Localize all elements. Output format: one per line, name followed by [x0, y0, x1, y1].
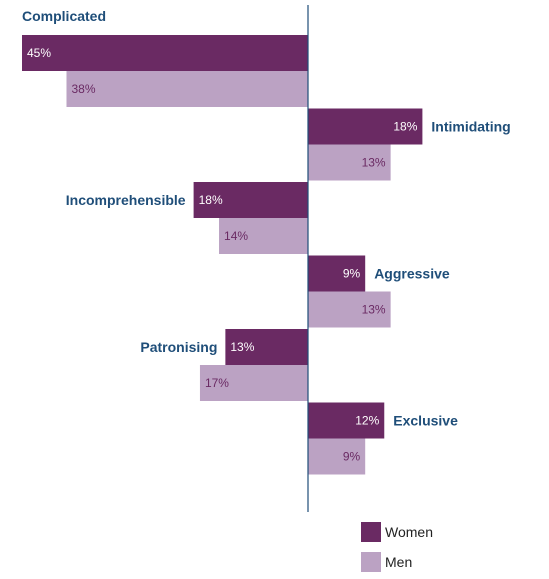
legend-label-men: Men — [385, 554, 412, 570]
bar-women-aggressive — [308, 255, 366, 292]
bar-label-women-exclusive: 12% — [355, 414, 379, 428]
bar-label-women-intimidating: 18% — [393, 120, 417, 134]
bar-label-women-incomprehensible: 18% — [199, 193, 223, 207]
bar-label-women-aggressive: 9% — [343, 267, 361, 281]
bar-women-intimidating — [308, 108, 423, 145]
bar-women-patronising — [225, 329, 308, 365]
bar-label-men-patronising: 17% — [205, 376, 229, 390]
bars-group: 45% 38% Complicated 18% 13% Intimidating 18% 14… — [22, 8, 511, 475]
category-label-aggressive: Aggressive — [374, 266, 450, 282]
legend-label-women: Women — [385, 524, 433, 540]
category-label-intimidating: Intimidating — [431, 119, 510, 135]
bar-label-women-complicated: 45% — [27, 46, 51, 60]
legend-swatch-men — [361, 552, 381, 572]
bar-men-patronising — [199, 365, 308, 401]
bar-women-complicated — [22, 35, 308, 71]
bar-men-complicated — [66, 71, 308, 107]
legend-swatch-women — [361, 522, 381, 542]
bar-men-intimidating — [308, 144, 391, 181]
bar-label-men-aggressive: 13% — [362, 303, 386, 317]
bar-men-incomprehensible — [219, 218, 308, 254]
bar-label-men-exclusive: 9% — [343, 450, 361, 464]
bar-label-men-intimidating: 13% — [362, 156, 386, 170]
category-label-complicated: Complicated — [22, 8, 106, 24]
bar-label-women-patronising: 13% — [230, 340, 254, 354]
category-label-incomprehensible: Incomprehensible — [66, 192, 186, 208]
legend: Women Men — [361, 522, 433, 572]
bar-label-men-incomprehensible: 14% — [224, 229, 248, 243]
bar-women-exclusive — [308, 402, 385, 439]
bar-men-exclusive — [308, 438, 366, 475]
bar-label-men-complicated: 38% — [71, 82, 95, 96]
category-label-exclusive: Exclusive — [393, 413, 458, 429]
bar-men-aggressive — [308, 291, 391, 328]
bar-women-incomprehensible — [193, 182, 308, 218]
category-label-patronising: Patronising — [140, 339, 217, 355]
